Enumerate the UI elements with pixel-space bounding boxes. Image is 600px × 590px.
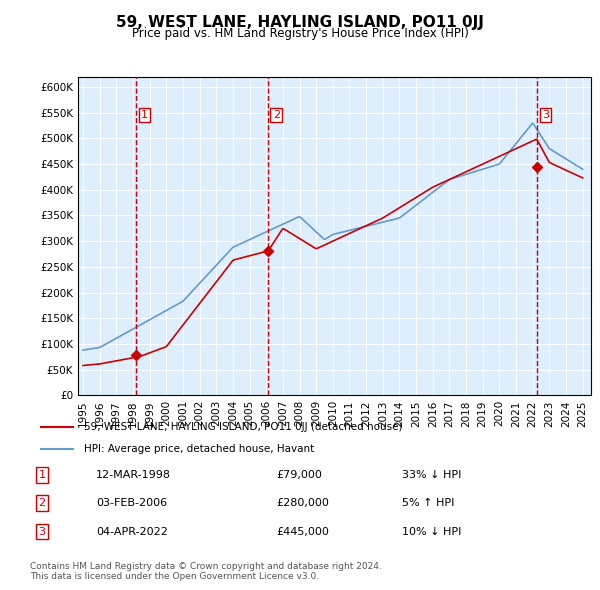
Text: Contains HM Land Registry data © Crown copyright and database right 2024.
This d: Contains HM Land Registry data © Crown c…	[30, 562, 382, 581]
Text: £79,000: £79,000	[276, 470, 322, 480]
Text: 3: 3	[38, 527, 46, 536]
Text: 33% ↓ HPI: 33% ↓ HPI	[402, 470, 461, 480]
Text: 59, WEST LANE, HAYLING ISLAND, PO11 0JJ: 59, WEST LANE, HAYLING ISLAND, PO11 0JJ	[116, 15, 484, 30]
Text: HPI: Average price, detached house, Havant: HPI: Average price, detached house, Hava…	[84, 444, 314, 454]
Text: 04-APR-2022: 04-APR-2022	[96, 527, 168, 536]
Text: 59, WEST LANE, HAYLING ISLAND, PO11 0JJ (detached house): 59, WEST LANE, HAYLING ISLAND, PO11 0JJ …	[84, 422, 403, 432]
Text: 2: 2	[273, 110, 280, 120]
Text: £280,000: £280,000	[276, 499, 329, 508]
Text: 2: 2	[38, 499, 46, 508]
Text: 10% ↓ HPI: 10% ↓ HPI	[402, 527, 461, 536]
Text: 1: 1	[141, 110, 148, 120]
Text: £445,000: £445,000	[276, 527, 329, 536]
Text: 5% ↑ HPI: 5% ↑ HPI	[402, 499, 454, 508]
Text: 1: 1	[38, 470, 46, 480]
Text: 3: 3	[542, 110, 549, 120]
Text: 03-FEB-2006: 03-FEB-2006	[96, 499, 167, 508]
Text: 12-MAR-1998: 12-MAR-1998	[96, 470, 171, 480]
Text: Price paid vs. HM Land Registry's House Price Index (HPI): Price paid vs. HM Land Registry's House …	[131, 27, 469, 40]
